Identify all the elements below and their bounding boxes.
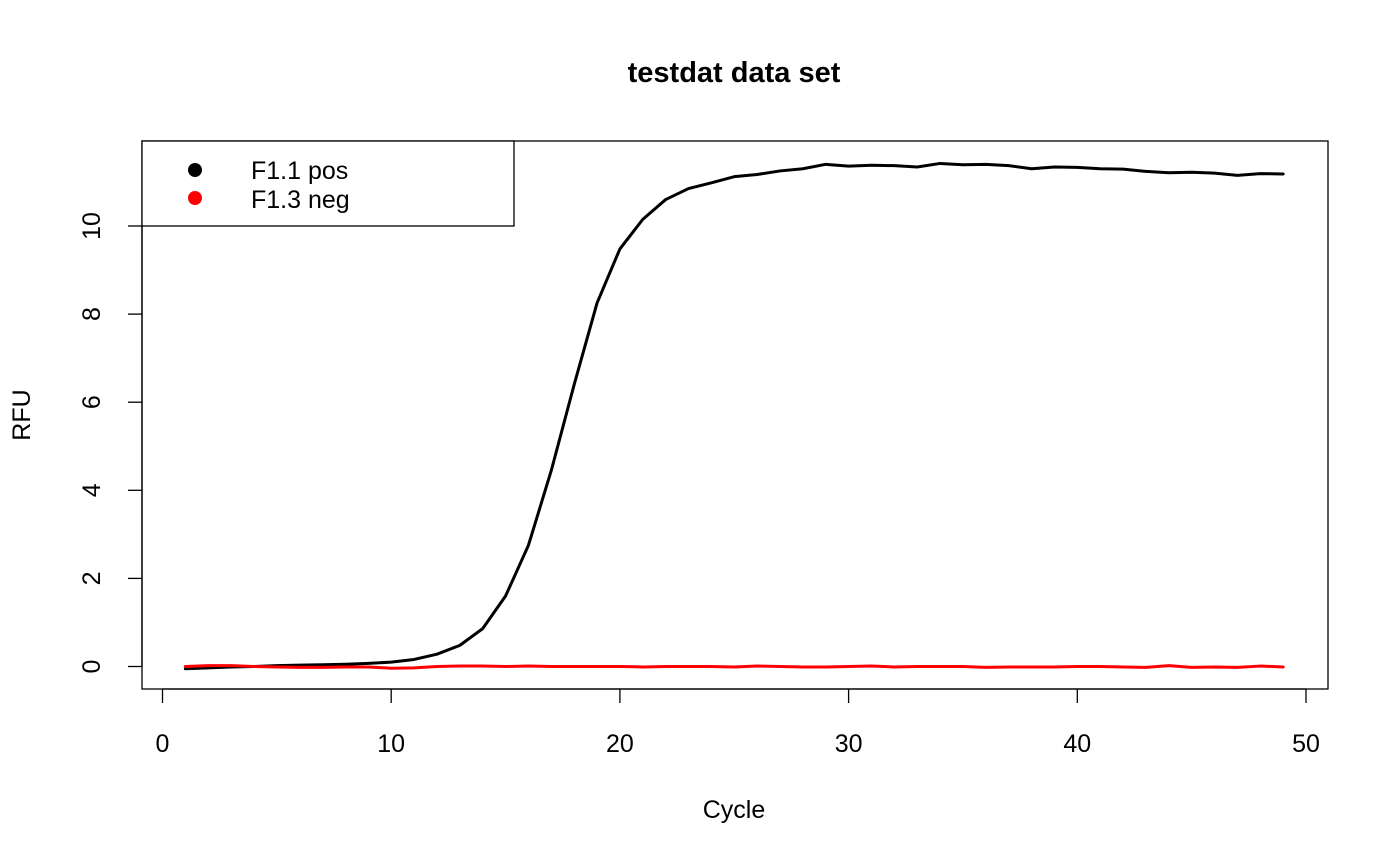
y-axis-label: RFU	[8, 389, 36, 440]
y-tick-label: 4	[78, 483, 106, 497]
x-tick-label: 40	[1063, 730, 1091, 758]
x-axis: 0 10 20 30 40 50	[156, 688, 1320, 758]
legend-box	[141, 140, 515, 227]
legend-marker-series-1	[188, 163, 202, 177]
x-tick-label: 0	[156, 730, 170, 758]
y-tick-label: 0	[78, 660, 106, 674]
legend: F1.1 pos F1.3 neg	[141, 140, 515, 227]
series-layer	[183, 161, 1285, 671]
y-axis: 0 2 4 6 8 10	[78, 212, 143, 674]
chart-title: testdat data set	[628, 57, 841, 89]
x-tick-label: 20	[606, 730, 634, 758]
y-tick-label: 6	[78, 395, 106, 409]
legend-label-series-2: F1.3 neg	[251, 186, 350, 214]
x-tick-label: 30	[835, 730, 863, 758]
series-line-1	[183, 161, 1285, 671]
series-line-2	[183, 664, 1285, 670]
y-tick-label: 8	[78, 307, 106, 321]
y-tick-label: 2	[78, 571, 106, 585]
legend-marker-series-2	[188, 191, 202, 205]
x-tick-label: 10	[377, 730, 405, 758]
x-axis-label: Cycle	[703, 796, 766, 824]
x-tick-label: 50	[1292, 730, 1320, 758]
y-tick-label: 10	[78, 212, 106, 240]
legend-label-series-1: F1.1 pos	[251, 157, 348, 185]
